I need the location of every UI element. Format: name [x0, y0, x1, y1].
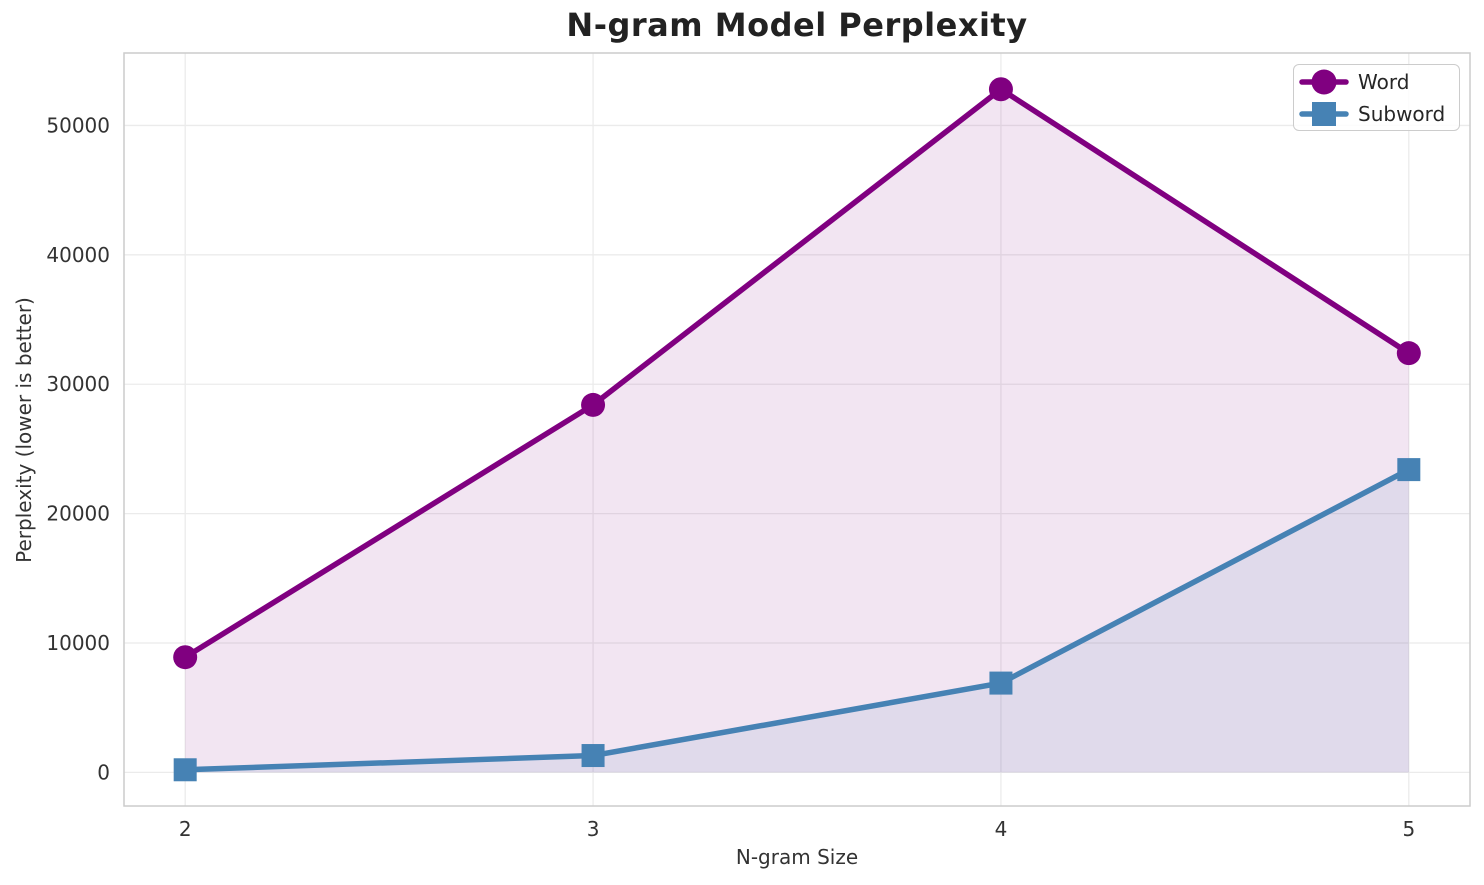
x-axis-label: N-gram Size [735, 845, 859, 869]
legend-item-subword: Subword [1299, 98, 1459, 130]
subword-series-line [182, 466, 1412, 773]
word-fill-area [185, 89, 1409, 773]
word-data-point [173, 645, 198, 670]
legend: Word Subword [1293, 64, 1460, 131]
y-tick-label: 20000 [46, 502, 110, 526]
circle-marker-icon [1299, 69, 1349, 94]
word-data-point [988, 77, 1013, 102]
subword-fill-area [185, 469, 1409, 773]
legend-item-word: Word [1299, 66, 1459, 98]
y-tick-label: 30000 [46, 372, 110, 396]
word-series-line [182, 86, 1412, 660]
legend-label: Subword [1358, 101, 1446, 126]
y-tick-label: 0 [97, 760, 110, 784]
subword-data-point [1397, 458, 1421, 482]
y-tick-label: 10000 [46, 631, 110, 655]
chart-title: N-gram Model Perplexity [566, 6, 1028, 44]
plot-spines [123, 52, 1471, 807]
word-data-point [1396, 341, 1421, 366]
x-tick-label: 5 [1402, 817, 1415, 841]
x-tick-label: 2 [179, 817, 192, 841]
subword-data-point [989, 671, 1013, 695]
x-tick-label: 4 [995, 817, 1008, 841]
y-tick-label: 40000 [46, 243, 110, 267]
y-tick-label: 50000 [46, 113, 110, 137]
x-tick-label: 3 [587, 817, 600, 841]
word-data-point [581, 392, 606, 417]
square-marker-icon [1299, 101, 1349, 126]
subword-data-point [173, 758, 197, 782]
subword-data-point [581, 744, 605, 768]
legend-label: Word [1358, 69, 1410, 94]
